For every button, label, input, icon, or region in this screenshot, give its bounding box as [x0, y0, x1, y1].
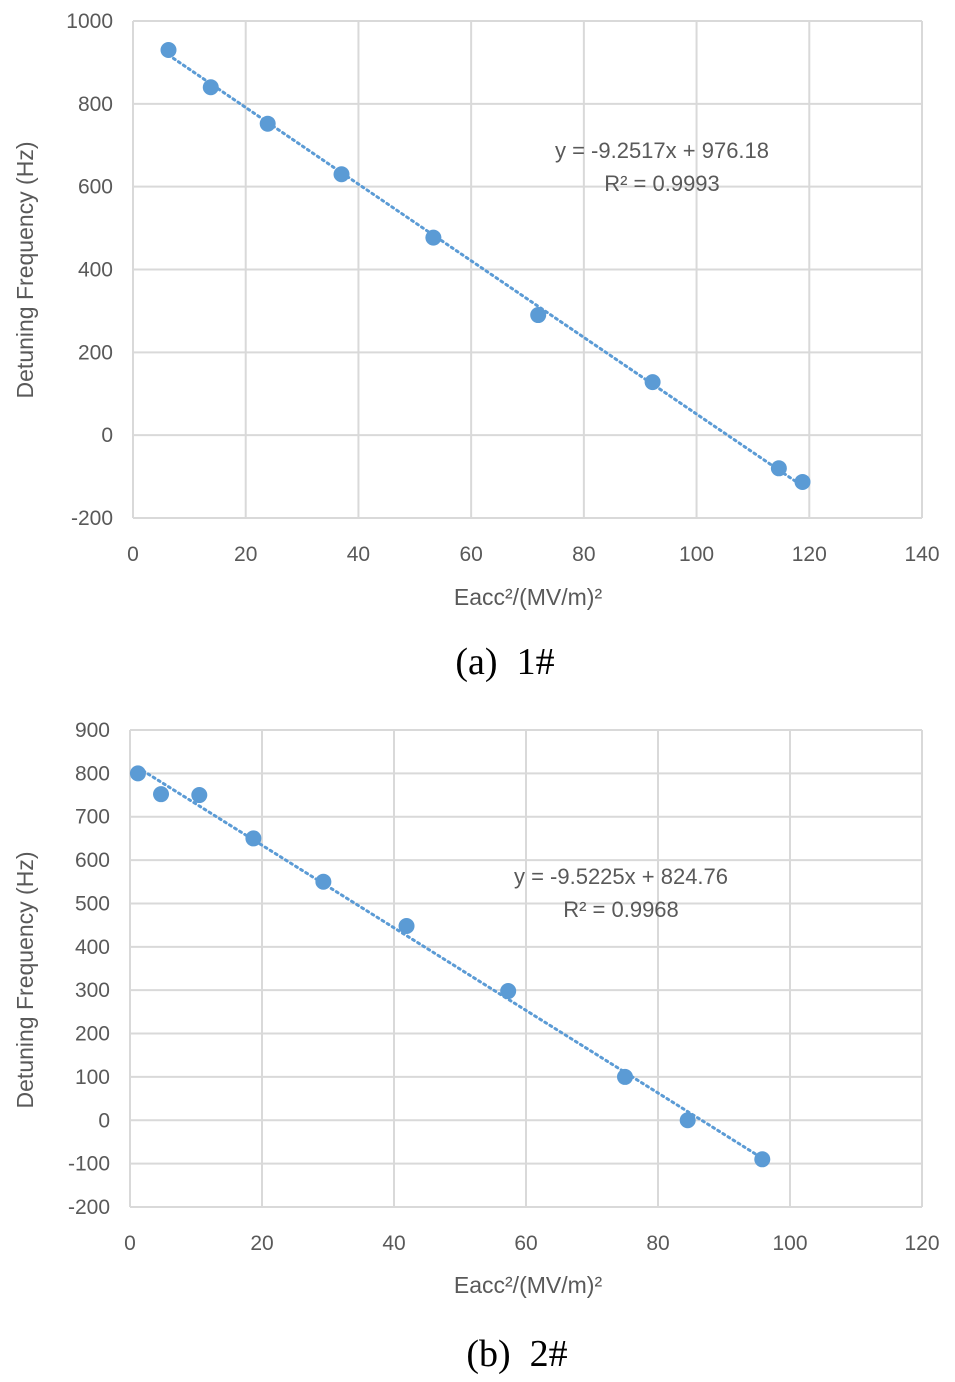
chart-2-data-point: [191, 787, 208, 804]
chart-2-y-tick-label: 300: [75, 979, 110, 1002]
chart-2-data-point: [754, 1151, 771, 1168]
chart-2-data-points: [129, 765, 771, 1168]
chart-2-x-axis-title: Eacc²/(MV/m)²: [454, 1272, 603, 1298]
chart-1-data-points: [160, 41, 811, 490]
chart-1-trend-equation: y = -9.2517x + 976.18: [555, 138, 769, 163]
chart-2-y-tick-label: 200: [75, 1023, 110, 1046]
chart-2-y-tick-label: 400: [75, 936, 110, 959]
chart-1-x-tick-label: 80: [572, 543, 595, 566]
chart-2-x-tick-label: 20: [250, 1232, 273, 1255]
chart-1-y-tick-label: -200: [71, 507, 113, 530]
chart-1-x-tick-label: 60: [459, 543, 482, 566]
chart-1-x-tick-label: 120: [792, 543, 827, 566]
chart-2-y-tick-label: 0: [98, 1109, 110, 1132]
chart-1-caption: (a) 1#: [455, 641, 554, 683]
chart-1-grid: [132, 20, 923, 519]
chart-1-y-tick-label: 200: [78, 341, 113, 364]
chart-2-y-tick-label: 900: [75, 719, 110, 742]
chart-2-data-point: [153, 786, 170, 803]
chart-1-data-point: [644, 374, 661, 391]
chart-1-data-point: [425, 229, 442, 246]
chart-2-x-tick-label: 60: [514, 1232, 537, 1255]
chart-1-x-tick-label: 140: [904, 543, 939, 566]
chart-2-data-point: [398, 918, 415, 935]
chart-2-y-tick-label: 100: [75, 1066, 110, 1089]
chart-1-data-point: [202, 79, 219, 96]
chart-1-y-tick-label: 600: [78, 176, 113, 199]
chart-2-y-tick-label: 500: [75, 892, 110, 915]
chart-2-data-point: [617, 1068, 633, 1085]
chart-2-data-point: [679, 1112, 696, 1129]
chart-2-x-tick-label: 0: [124, 1232, 136, 1255]
chart-2-y-axis-title: Detuning Frequency (Hz): [12, 852, 38, 1109]
chart-1-data-point: [770, 460, 787, 477]
chart-2-grid: [129, 729, 923, 1208]
chart-1-x-tick-label: 20: [234, 543, 257, 566]
chart-2-trend-equation: y = -9.5225x + 824.76: [514, 864, 728, 889]
chart-1-y-tick-label: 800: [78, 93, 113, 116]
chart-2-r-squared: R² = 0.9968: [563, 897, 679, 922]
chart-2-trendline: [136, 766, 764, 1160]
chart-1-y-tick-label: 1000: [66, 10, 113, 33]
chart-2-data-point: [129, 765, 146, 782]
chart-2-y-tick-label: -100: [68, 1153, 110, 1176]
chart-1-r-squared: R² = 0.9993: [604, 171, 720, 196]
chart-1-x-tick-label: 0: [127, 543, 139, 566]
chart-2-x-tick-label: 40: [382, 1232, 405, 1255]
chart-1-y-tick-labels: -200 0 200 400 600 800 1000: [66, 10, 113, 530]
chart-2-y-tick-labels: -200 -100 0 100 200 300 400 500 600 700 800 900: [68, 719, 110, 1219]
chart-2-x-tick-label: 80: [646, 1232, 669, 1255]
chart-2-x-tick-label: 120: [904, 1232, 939, 1255]
chart-1-x-tick-label: 40: [347, 543, 370, 566]
chart-2-detuning-vs-eacc: -200 -100 0 100 200 300 400 500 600 700 800 900 0 20…: [12, 719, 940, 1375]
chart-1-x-tick-labels: 0 20 40 60 80 100 120 140: [127, 543, 939, 566]
chart-2-x-tick-labels: 0 20 40 60 80 100 120: [124, 1232, 939, 1255]
chart-1-y-tick-label: 0: [101, 424, 113, 447]
chart-2-trendline-group: [136, 766, 764, 1160]
chart-1-detuning-vs-eacc: -200 0 200 400 600 800 1000 0 20 40 60 80 100 120 140…: [12, 10, 940, 683]
chart-2-y-tick-label: 700: [75, 806, 110, 829]
chart-2-data-point: [245, 830, 262, 847]
chart-2-caption: (b) 2#: [466, 1333, 567, 1375]
chart-1-y-tick-label: 400: [78, 259, 113, 282]
chart-2-y-tick-label: 800: [75, 762, 110, 785]
chart-1-data-point: [794, 473, 811, 490]
chart-1-data-point: [530, 307, 547, 324]
chart-1-x-axis-title: Eacc²/(MV/m)²: [454, 584, 603, 610]
chart-2-y-tick-label: 600: [75, 849, 110, 872]
chart-2-data-point: [500, 983, 517, 1000]
chart-2-y-tick-label: -200: [68, 1196, 110, 1219]
chart-2-x-tick-label: 100: [772, 1232, 807, 1255]
chart-1-x-tick-label: 100: [679, 543, 714, 566]
chart-1-data-point: [333, 166, 350, 183]
chart-1-data-point: [259, 115, 276, 132]
chart-2-data-point: [315, 873, 332, 890]
chart-1-y-axis-title: Detuning Frequency (Hz): [12, 142, 38, 399]
chart-1-data-point: [160, 41, 177, 58]
